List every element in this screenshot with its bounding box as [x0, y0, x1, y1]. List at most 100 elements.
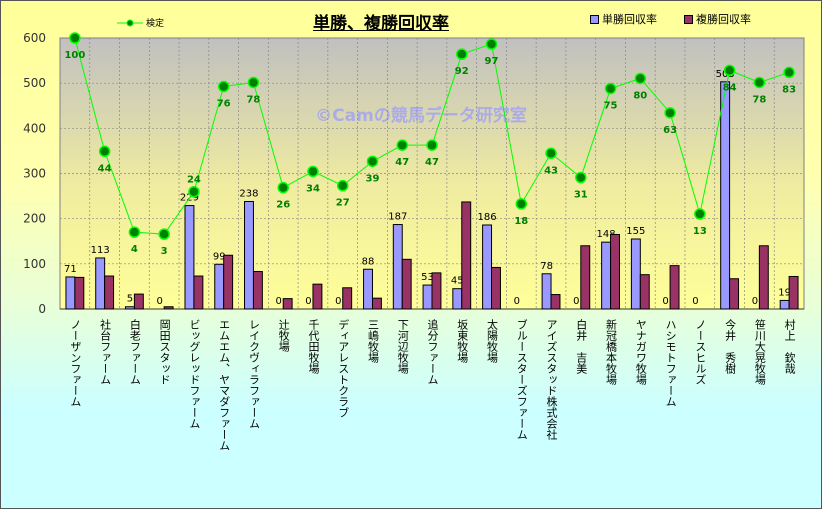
kentei-point [307, 165, 319, 178]
y-tick-label: 0 [38, 302, 46, 316]
kentei-point [515, 198, 528, 210]
legend-label: 検定 [146, 19, 165, 29]
bar-place [223, 254, 234, 310]
bar-win [184, 205, 195, 310]
bar-data-label: 113 [91, 245, 110, 256]
kentei-data-label: 26 [276, 200, 290, 211]
x-tick-label: ヤナガワ牧場 [634, 319, 648, 385]
kentei-point [396, 139, 408, 151]
bar-win [244, 201, 254, 310]
x-tick-label: 坂東牧場 [455, 319, 469, 363]
kentei-data-label: 75 [604, 101, 618, 112]
bar-place [639, 274, 650, 310]
x-tick-label: アイズスタッド株式会社 [545, 319, 559, 440]
bar-place [312, 283, 323, 310]
bar-place [788, 275, 799, 310]
x-tick-label: 下河辺牧場 [396, 319, 410, 374]
bar-win [720, 81, 731, 310]
y-tick-label: 200 [23, 212, 46, 226]
kentei-data-label: 80 [633, 90, 647, 101]
kentei-point [247, 76, 260, 89]
kentei-data-label: 27 [336, 198, 350, 209]
kentei-point [485, 38, 498, 50]
kentei-data-label: 97 [485, 56, 499, 67]
x-tick-label: ノースヒルズ [693, 319, 707, 385]
bar-place [342, 287, 353, 310]
bar-data-label: 187 [388, 212, 407, 223]
kentei-data-label: 47 [425, 157, 439, 168]
kentei-point [575, 171, 587, 184]
kentei-data-label: 63 [663, 125, 677, 136]
legend-swatch-icon [684, 14, 693, 24]
x-tick-label: ハシモトファーム [664, 319, 678, 407]
bar-place [729, 278, 740, 310]
kentei-point [277, 181, 289, 194]
bar-data-label: 0 [514, 296, 520, 307]
kentei-point [783, 66, 795, 79]
bar-place [133, 293, 144, 310]
bar-win [95, 257, 106, 310]
bar-data-label: 0 [692, 296, 698, 307]
watermark: ©Camの競馬データ研究室 [315, 105, 527, 126]
x-tick-label: 白老ファーム [128, 319, 142, 385]
bar-place [74, 276, 85, 310]
kentei-data-label: 76 [217, 99, 231, 110]
bar-win [482, 224, 493, 310]
x-tick-label: 新冠橋本牧場 [604, 319, 618, 385]
kentei-data-label: 84 [723, 82, 737, 93]
x-tick-label: 笹川大晃牧場 [753, 319, 767, 385]
kentei-point [98, 145, 111, 158]
bar-win [630, 238, 641, 310]
kentei-point [723, 64, 736, 77]
bar-place [461, 201, 472, 310]
bar-place [758, 245, 769, 310]
bar-data-label: 45 [451, 276, 464, 287]
y-tick-label: 400 [23, 121, 46, 135]
bar-place [371, 297, 382, 310]
x-tick-label: エムエム、ヤマダファーム [217, 319, 231, 451]
kentei-data-label: 4 [131, 244, 138, 255]
kentei-point [604, 82, 617, 95]
legend-line-marker-icon [117, 19, 143, 26]
kentei-data-label: 83 [782, 84, 796, 95]
kentei-data-label: 13 [693, 226, 707, 237]
bar-data-label: 0 [662, 296, 668, 307]
bar-data-label: 186 [478, 212, 497, 223]
legend-label: 単勝回収率 [602, 13, 657, 26]
legend-label: 複勝回収率 [696, 13, 751, 26]
x-tick-label: 三嶋牧場 [366, 319, 380, 363]
x-tick-label: 追分ファーム [426, 319, 439, 385]
bar-place [550, 294, 561, 310]
kentei-point [69, 32, 81, 44]
kentei-data-label: 44 [98, 163, 112, 174]
x-tick-label: ノーザンファーム [68, 319, 82, 407]
bar-win [541, 273, 552, 310]
bar-win [124, 306, 135, 310]
legend-swatch-icon [590, 14, 599, 24]
bar-win [601, 241, 612, 310]
x-tick-label: 辻牧場 [277, 319, 291, 352]
kentei-point [456, 48, 468, 60]
kentei-data-label: 43 [544, 165, 558, 176]
bar-win [452, 288, 463, 310]
y-tick-label: 300 [23, 167, 46, 181]
kentei-data-label: 31 [574, 190, 588, 201]
x-tick-label: 今井 秀樹 [723, 319, 737, 374]
bar-place [491, 266, 501, 310]
bar-data-label: 5 [127, 294, 133, 305]
bar-data-label: 19 [778, 287, 791, 298]
bar-place [163, 306, 174, 310]
kentei-point [426, 139, 438, 151]
kentei-data-label: 92 [455, 66, 469, 77]
x-tick-label: 千代田牧場 [306, 319, 320, 374]
y-tick-label: 500 [23, 76, 46, 90]
bar-place [104, 275, 115, 310]
bar-data-label: 99 [213, 251, 226, 262]
bar-win [65, 276, 76, 310]
x-tick-label: 太陽牧場 [485, 319, 499, 363]
legend-item-kentei: 検定 [117, 16, 164, 29]
bar-data-label: 0 [276, 296, 282, 307]
y-tick-label: 600 [23, 31, 46, 45]
